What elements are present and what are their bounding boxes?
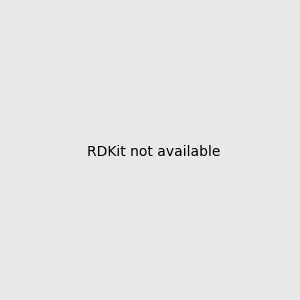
Text: RDKit not available: RDKit not available <box>87 145 220 158</box>
